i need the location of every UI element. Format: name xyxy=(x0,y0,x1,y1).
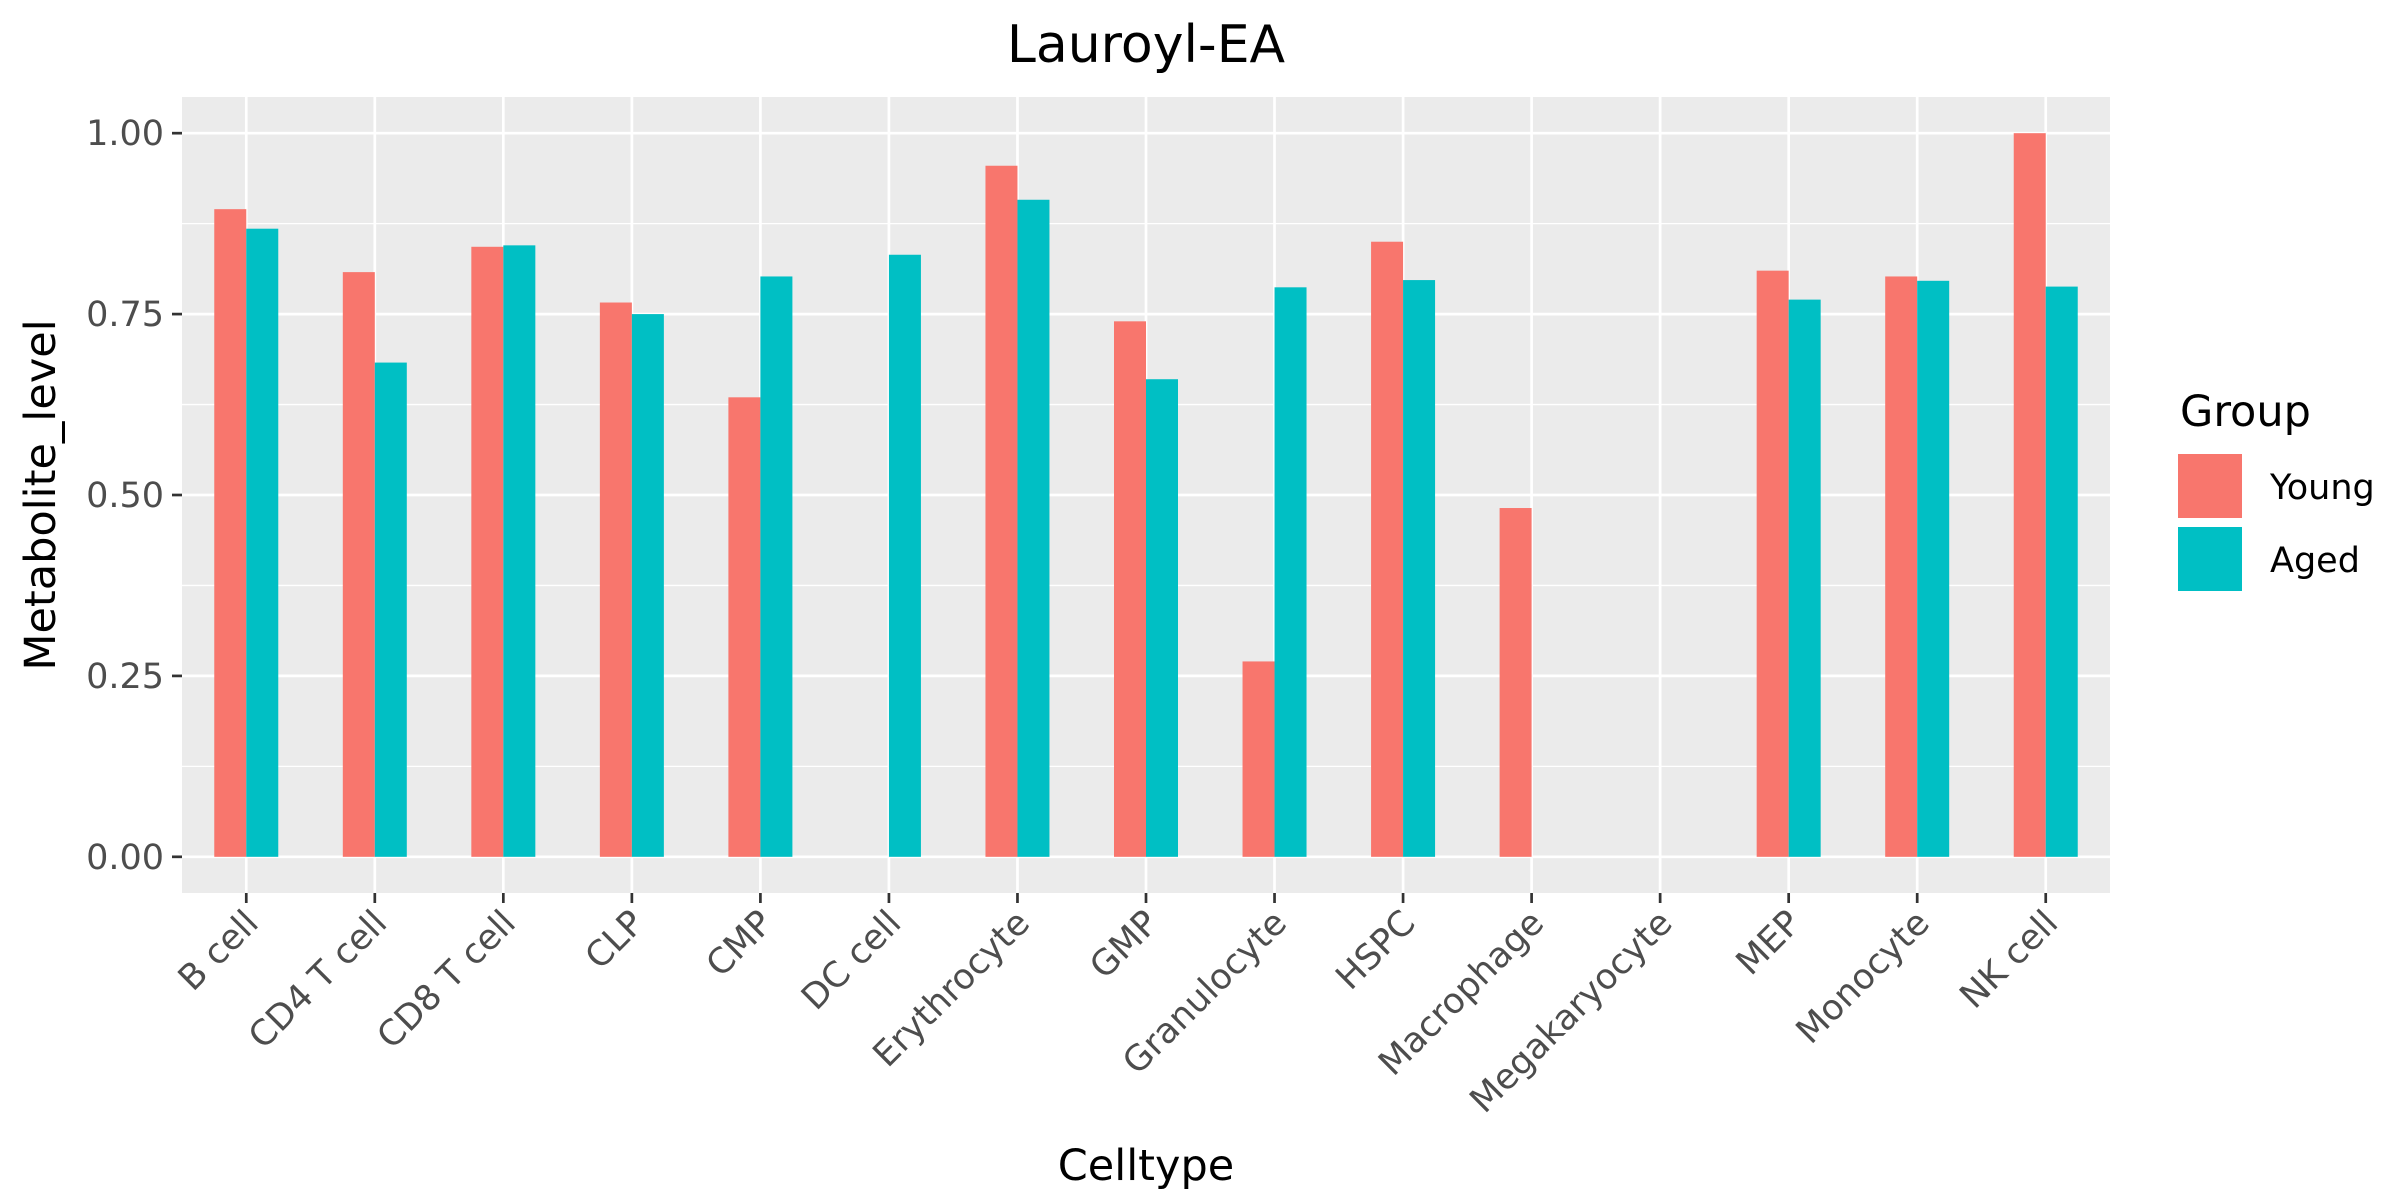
bar-young xyxy=(599,302,632,857)
bar-young xyxy=(1756,270,1789,857)
chart-title: Lauroyl-EA xyxy=(1007,15,1286,75)
bar-aged xyxy=(1403,280,1436,857)
bar-aged xyxy=(503,245,536,857)
x-tick-label: CD4 T cell xyxy=(241,903,395,1057)
bar-aged xyxy=(1017,199,1050,857)
bar-young xyxy=(342,272,375,857)
x-tick-label: CLP xyxy=(578,903,652,977)
bar-young xyxy=(1885,276,1918,857)
bar-aged xyxy=(1146,379,1178,857)
bar-young xyxy=(1371,241,1404,857)
x-tick-label: HSPC xyxy=(1329,903,1424,998)
y-axis-title: Metabolite_level xyxy=(16,319,66,670)
bar-young xyxy=(728,397,761,857)
bar-aged xyxy=(374,362,407,857)
y-tick-label: 0.25 xyxy=(86,657,164,697)
bar-young xyxy=(1499,508,1532,857)
x-axis-title: Celltype xyxy=(1058,1141,1234,1191)
bar-aged xyxy=(631,314,664,857)
bar-aged xyxy=(1788,299,1821,857)
bar-aged xyxy=(246,228,279,857)
legend-label-aged: Aged xyxy=(2270,541,2360,581)
bar-young xyxy=(1114,321,1146,857)
y-axis: 0.00 0.25 0.50 0.75 1.00 xyxy=(86,114,182,878)
bar-young xyxy=(214,209,247,857)
x-tick-label: CMP xyxy=(699,903,781,985)
bar-aged xyxy=(888,254,921,857)
legend-title: Group xyxy=(2180,387,2311,437)
legend-key-aged xyxy=(2178,527,2242,591)
legend: Group Young Aged xyxy=(2178,387,2375,591)
legend-key-young xyxy=(2178,454,2242,518)
bar-aged xyxy=(1274,287,1307,857)
bars xyxy=(214,133,2078,857)
bar-aged xyxy=(760,276,793,857)
bar-young xyxy=(1242,661,1275,857)
bar-young xyxy=(471,246,504,857)
y-tick-label: 1.00 xyxy=(86,114,164,154)
x-tick-label: GMP xyxy=(1083,903,1167,987)
y-tick-label: 0.75 xyxy=(86,295,164,335)
legend-label-young: Young xyxy=(2269,468,2375,508)
x-tick-label: MEP xyxy=(1729,903,1809,983)
bar-young xyxy=(985,165,1018,857)
x-tick-label: DC cell xyxy=(794,903,909,1018)
bar-young xyxy=(2013,133,2046,857)
x-tick-label: NK cell xyxy=(1953,903,2066,1016)
y-tick-label: 0.00 xyxy=(86,838,164,878)
legend-items: Young Aged xyxy=(2178,454,2375,591)
bar-aged xyxy=(1917,280,1950,857)
x-tick-label: CD8 T cell xyxy=(370,903,524,1057)
x-tick-label: B cell xyxy=(171,903,267,999)
y-tick-label: 0.50 xyxy=(86,476,164,516)
bar-aged xyxy=(2045,286,2078,857)
x-tick-label: Monocyte xyxy=(1789,903,1938,1052)
